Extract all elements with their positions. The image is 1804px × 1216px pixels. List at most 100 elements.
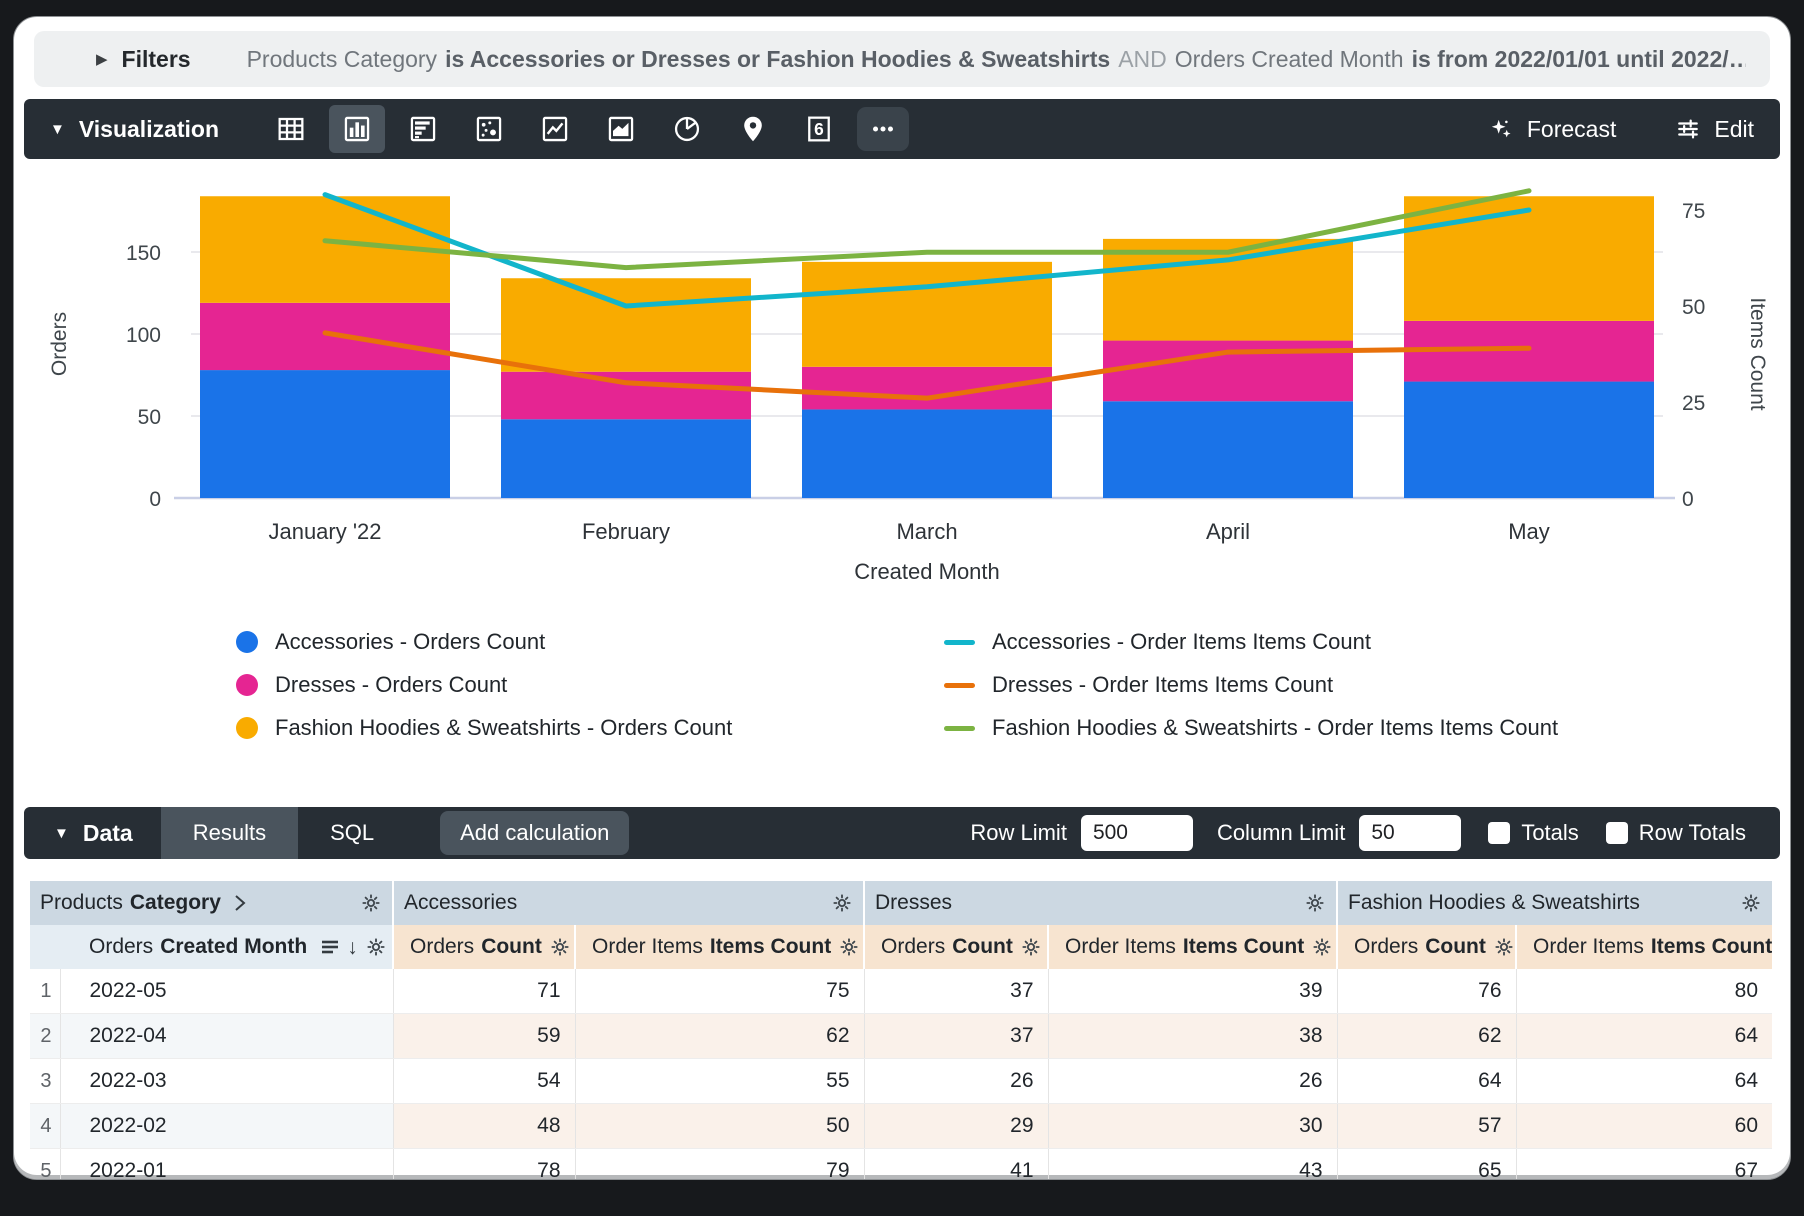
column-group-header[interactable]: Products Category [30,881,394,925]
gear-icon[interactable] [549,936,571,958]
column-limit-input[interactable] [1359,815,1462,851]
column-header[interactable]: Order Items Items Count [1516,925,1773,969]
add-calculation-button[interactable]: Add calculation [440,811,630,855]
row-limit-input[interactable] [1080,815,1193,851]
bar-segment[interactable] [802,409,1052,498]
totals-checkbox[interactable] [1488,822,1511,844]
viz-icon-scatter[interactable] [461,105,517,153]
viz-icon-area[interactable] [593,105,649,153]
column-group-header[interactable]: Accessories [393,881,866,925]
column-group-header[interactable]: Dresses [864,881,1339,925]
cell-value[interactable]: 71 [393,969,576,1014]
gear-icon[interactable] [1311,936,1333,958]
cell-value[interactable]: 26 [864,1058,1049,1104]
bar-segment[interactable] [200,370,450,498]
legend-item[interactable]: Fashion Hoodies & Sweatshirts - Orders C… [236,715,944,741]
cell-value[interactable]: 64 [1516,1013,1773,1059]
row-totals-checkbox[interactable] [1605,822,1628,844]
cell-value[interactable]: 78 [393,1148,576,1179]
cell-value[interactable]: 30 [1048,1103,1338,1149]
line-series[interactable] [322,192,1532,309]
cell-month[interactable]: 2022-02 [60,1103,394,1149]
cell-value[interactable]: 29 [864,1103,1049,1149]
column-header[interactable]: Orders Count [393,925,576,969]
gear-icon[interactable] [1493,936,1515,958]
tab-sql[interactable]: SQL [330,820,375,845]
cell-value[interactable]: 41 [864,1148,1049,1179]
cell-month[interactable]: 2022-04 [60,1013,394,1059]
bar-segment[interactable] [501,371,751,420]
tab-results[interactable]: Results [160,807,299,859]
collapse-visualization-icon[interactable]: ▼ [50,120,65,138]
gear-icon[interactable] [365,936,387,958]
viz-icon-table[interactable] [263,105,319,153]
gear-icon[interactable] [1740,892,1762,914]
legend-item[interactable]: Accessories - Order Items Items Count [944,629,1558,655]
column-header[interactable]: Orders Count [1337,925,1518,969]
cell-value[interactable]: 57 [1337,1103,1517,1149]
cell-month[interactable]: 2022-05 [60,969,394,1014]
viz-icon-more[interactable] [857,107,910,151]
sort-list-icon[interactable] [320,939,340,955]
legend-item[interactable]: Fashion Hoodies & Sweatshirts - Order It… [944,715,1558,741]
sort-descending-icon[interactable]: ↓ [347,935,358,959]
gear-icon[interactable] [360,892,382,914]
viz-icon-single-value[interactable]: 6 [791,105,847,153]
cell-value[interactable]: 55 [575,1058,865,1104]
bar-segment[interactable] [1404,196,1654,321]
cell-value[interactable]: 76 [1337,969,1517,1014]
cell-month[interactable]: 2022-01 [60,1148,394,1179]
cell-value[interactable]: 37 [864,969,1049,1014]
cell-value[interactable]: 26 [1048,1058,1338,1104]
column-header[interactable]: Order Items Items Count [575,925,866,969]
cell-value[interactable]: 62 [1337,1013,1517,1059]
cell-value[interactable]: 64 [1516,1058,1773,1104]
cell-value[interactable]: 43 [1048,1148,1338,1179]
bar-segment[interactable] [501,419,751,498]
cell-value[interactable]: 75 [575,969,865,1014]
column-group-header[interactable]: Fashion Hoodies & Sweatshirts [1337,881,1773,925]
legend-item[interactable]: Dresses - Order Items Items Count [944,672,1558,698]
cell-value[interactable]: 50 [575,1103,865,1149]
filters-bar[interactable]: ▶ Filters Products Category is Accessorie… [34,31,1770,87]
line-series[interactable] [322,330,1532,401]
cell-value[interactable]: 60 [1516,1103,1773,1149]
edit-button[interactable]: Edit [1674,115,1754,143]
viz-icon-bar[interactable] [395,105,451,153]
column-header[interactable]: Orders Count [864,925,1050,969]
collapse-data-icon[interactable]: ▼ [54,824,69,842]
cell-value[interactable]: 64 [1337,1058,1517,1104]
legend-item[interactable]: Accessories - Orders Count [236,629,944,655]
cell-value[interactable]: 48 [393,1103,576,1149]
viz-icon-column[interactable] [329,105,386,153]
column-header[interactable]: Orders Created Month ↓ [30,925,394,969]
cell-value[interactable]: 79 [575,1148,865,1179]
bar-segment[interactable] [501,278,751,372]
legend-item[interactable]: Dresses - Orders Count [236,672,944,698]
chevron-right-icon[interactable] [234,894,246,912]
column-header[interactable]: Order Items Items Count [1048,925,1339,969]
cell-month[interactable]: 2022-03 [60,1058,394,1104]
viz-icon-pie[interactable] [659,105,715,153]
bar-segment[interactable] [1103,401,1353,498]
cell-value[interactable]: 67 [1516,1148,1773,1179]
cell-value[interactable]: 65 [1337,1148,1517,1179]
viz-icon-map[interactable] [725,105,781,153]
line-series[interactable] [322,188,1532,271]
forecast-button[interactable]: Forecast [1487,115,1616,143]
cell-value[interactable]: 80 [1516,969,1773,1014]
gear-icon[interactable] [1304,892,1326,914]
gear-icon[interactable] [838,936,860,958]
viz-icon-line[interactable] [527,105,583,153]
cell-value[interactable]: 38 [1048,1013,1338,1059]
bar-segment[interactable] [1404,381,1654,498]
bar-segment[interactable] [1103,238,1353,341]
cell-value[interactable]: 54 [393,1058,576,1104]
gear-icon[interactable] [831,892,853,914]
gear-icon[interactable] [1020,936,1042,958]
cell-value[interactable]: 62 [575,1013,865,1059]
cell-value[interactable]: 37 [864,1013,1049,1059]
cell-value[interactable]: 39 [1048,969,1338,1014]
bar-segment[interactable] [802,366,1052,410]
expand-filters-icon[interactable]: ▶ [96,50,108,68]
